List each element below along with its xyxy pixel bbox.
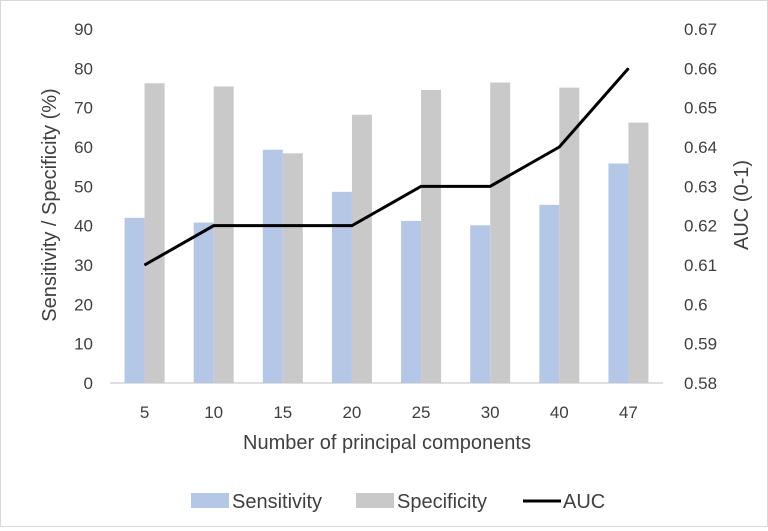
x-tick-label: 10: [204, 403, 223, 422]
auc-point-15: [282, 225, 284, 227]
bar-sensitivity-25: [401, 220, 422, 383]
bar-sensitivity-40: [539, 204, 560, 383]
ticks-group: 0 10 20 30 40 50 60 70 80 90 0.58 0.59 0.6 0.61 0.62 0.…: [74, 20, 717, 422]
auc-point-30: [489, 185, 491, 187]
y-tick-label: 40: [74, 217, 93, 236]
bar-sensitivity-5: [124, 217, 145, 383]
y2-tick-label: 0.6: [684, 295, 708, 314]
x-tick-label: 5: [140, 403, 149, 422]
y2-tick-label: 0.63: [684, 177, 717, 196]
bar-specificity-40: [559, 87, 580, 384]
y-tick-label: 20: [74, 295, 93, 314]
legend-swatch-sensitivity: [191, 493, 229, 508]
y2-tick-label: 0.62: [684, 217, 717, 236]
y-tick-label: 70: [74, 99, 93, 118]
legend: Sensitivity Specificity AUC: [191, 491, 605, 513]
bar-specificity-47: [628, 122, 649, 383]
y-tick-label: 90: [74, 20, 93, 39]
y2-tick-label: 0.66: [684, 59, 717, 78]
y-tick-label: 80: [74, 59, 93, 78]
x-tick-label: 40: [550, 403, 569, 422]
y2-tick-label: 0.67: [684, 20, 717, 39]
y-tick-label: 60: [74, 138, 93, 157]
bar-specificity-10: [213, 86, 234, 383]
y-tick-label: 10: [74, 335, 93, 354]
y-tick-label: 0: [84, 374, 93, 393]
auc-point-5: [144, 264, 146, 266]
y-tick-label: 30: [74, 256, 93, 275]
bar-specificity-5: [144, 83, 165, 383]
y2-tick-label: 0.64: [684, 138, 717, 157]
auc-point-47: [627, 67, 629, 69]
y2-tick-label: 0.58: [684, 374, 717, 393]
x-tick-label: 20: [342, 403, 361, 422]
y-axis-title: Sensitivity / Specificity (%): [39, 88, 61, 321]
y2-tick-label: 0.59: [684, 335, 717, 354]
x-tick-label: 47: [619, 403, 638, 422]
bar-sensitivity-20: [331, 191, 352, 383]
y2-axis-title: AUC (0-1): [731, 160, 753, 250]
auc-point-10: [213, 225, 215, 227]
bar-specificity-20: [351, 114, 372, 383]
y2-tick-label: 0.65: [684, 99, 717, 118]
y2-tick-label: 0.61: [684, 256, 717, 275]
auc-point-25: [420, 185, 422, 187]
bar-sensitivity-15: [262, 149, 283, 383]
legend-label-specificity: Specificity: [397, 491, 487, 513]
legend-swatch-specificity: [356, 493, 394, 508]
x-tick-label: 30: [481, 403, 500, 422]
bars-group: [124, 82, 649, 384]
x-axis-title: Number of principal components: [243, 432, 531, 454]
y-tick-label: 50: [74, 177, 93, 196]
bar-specificity-25: [421, 89, 442, 383]
bar-specificity-30: [490, 82, 511, 383]
bar-sensitivity-30: [470, 225, 491, 383]
auc-line-group: [143, 67, 630, 267]
legend-label-sensitivity: Sensitivity: [232, 491, 322, 513]
bar-sensitivity-10: [193, 222, 214, 383]
bar-specificity-15: [282, 153, 303, 383]
bar-sensitivity-47: [608, 163, 629, 383]
auc-point-20: [351, 225, 353, 227]
x-tick-label: 15: [273, 403, 292, 422]
x-tick-label: 25: [412, 403, 431, 422]
auc-line: [143, 67, 630, 267]
legend-label-auc: AUC: [563, 491, 605, 513]
auc-point-40: [558, 146, 560, 148]
